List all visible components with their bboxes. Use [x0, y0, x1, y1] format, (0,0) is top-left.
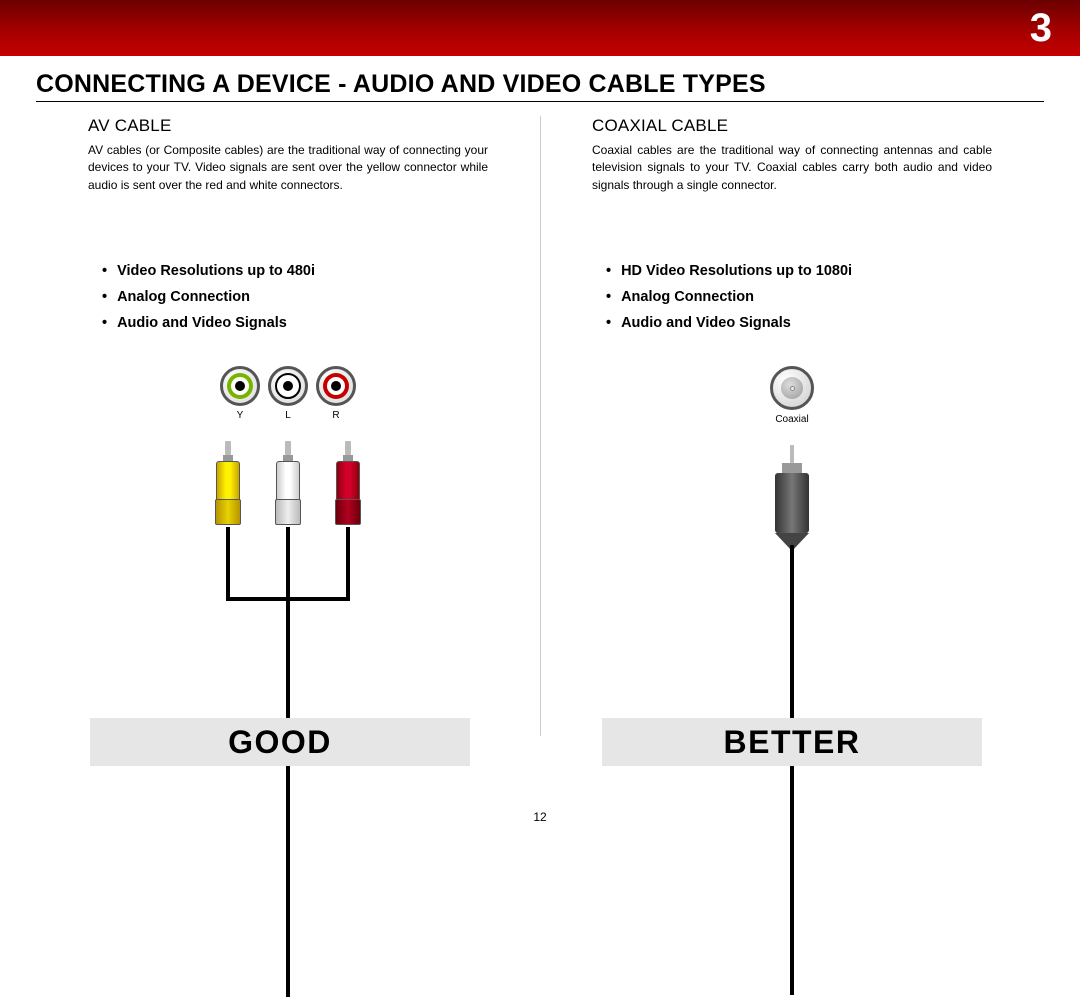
coax-bullet: Audio and Video Signals	[606, 310, 992, 336]
coax-bullet: Analog Connection	[606, 284, 992, 310]
av-port-labels: Y L R	[88, 410, 488, 421]
two-column-layout: AV CABLE AV cables (or Composite cables)…	[36, 116, 1044, 665]
left-column: AV CABLE AV cables (or Composite cables)…	[36, 116, 540, 665]
rca-port-y	[220, 366, 260, 406]
coax-subtitle: COAXIAL CABLE	[592, 116, 992, 136]
rca-plug-red	[333, 441, 363, 525]
coax-plug	[772, 445, 812, 551]
coax-cable-illustration	[752, 445, 832, 665]
av-bullet: Audio and Video Signals	[102, 310, 488, 336]
rca-plug-white	[273, 441, 303, 525]
coax-bullet-list: HD Video Resolutions up to 1080i Analog …	[592, 258, 992, 336]
av-bullet-list: Video Resolutions up to 480i Analog Conn…	[88, 258, 488, 336]
rating-good: GOOD	[90, 718, 470, 766]
rca-port-r	[316, 366, 356, 406]
av-description: AV cables (or Composite cables) are the …	[88, 142, 488, 194]
coax-port-label: Coaxial	[592, 414, 992, 425]
rating-better: BETTER	[602, 718, 982, 766]
av-bullet: Video Resolutions up to 480i	[102, 258, 488, 284]
av-bullet: Analog Connection	[102, 284, 488, 310]
av-cable-illustration	[198, 441, 378, 661]
av-port-row	[88, 366, 488, 406]
page-number: 12	[533, 810, 546, 824]
port-label-l: L	[268, 410, 308, 421]
rca-port-l	[268, 366, 308, 406]
header-band: 3	[0, 0, 1080, 56]
wire	[226, 527, 230, 597]
port-label-r: R	[316, 410, 356, 421]
coax-bullet: HD Video Resolutions up to 1080i	[606, 258, 992, 284]
coax-description: Coaxial cables are the traditional way o…	[592, 142, 992, 194]
page-content: CONNECTING A DEVICE - AUDIO AND VIDEO CA…	[0, 56, 1080, 665]
right-column: COAXIAL CABLE Coaxial cables are the tra…	[540, 116, 1044, 665]
wire	[286, 527, 290, 597]
rca-plug-yellow	[213, 441, 243, 525]
wire	[346, 527, 350, 597]
port-label-y: Y	[220, 410, 260, 421]
main-cable	[286, 597, 290, 997]
chapter-number: 3	[1030, 6, 1052, 51]
main-title: CONNECTING A DEVICE - AUDIO AND VIDEO CA…	[36, 70, 1044, 102]
coax-port	[770, 366, 814, 410]
coax-main-cable	[790, 545, 794, 995]
av-subtitle: AV CABLE	[88, 116, 488, 136]
